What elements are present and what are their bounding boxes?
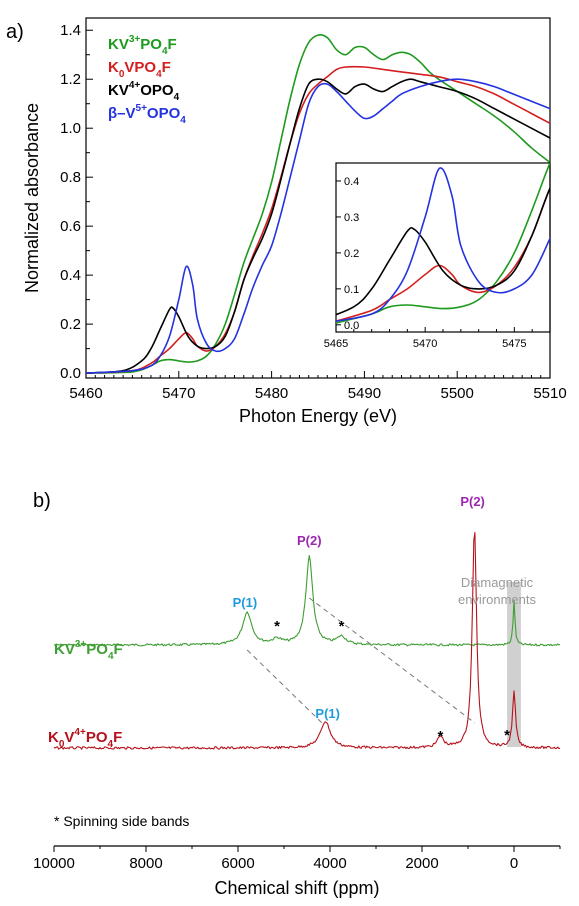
x-axis-label: Chemical shift (ppm) (214, 878, 379, 898)
inset-frame (335, 162, 551, 333)
y-tick-label: 1.2 (60, 71, 81, 88)
inset-y-tick-label: 0.1 (344, 284, 359, 296)
legend-entry: β–V5+OPO4​ (108, 103, 186, 126)
sideband-star: * (437, 728, 443, 745)
x-tick-label: 5500 (441, 385, 474, 402)
x-tick-label: 8000 (129, 855, 162, 872)
x-tick-label: 0 (510, 855, 518, 872)
x-tick-label: 10000 (33, 855, 75, 872)
x-tick-label: 5510 (533, 385, 566, 402)
x-tick-label: 4000 (313, 855, 346, 872)
sideband-star: * (339, 618, 345, 635)
p2-correlation-line (308, 597, 476, 724)
diamagnetic-label-line2: environments (458, 592, 537, 607)
inset-series-line (336, 186, 550, 316)
inset-y-tick-label: 0.3 (344, 212, 359, 224)
series-line (85, 78, 551, 374)
x-tick-label: 2000 (405, 855, 438, 872)
red-p1-label: P(1) (315, 706, 340, 721)
inset-series-line (336, 186, 550, 322)
inset-y-tick-label: 0.4 (344, 176, 359, 188)
p1-correlation-line (246, 649, 324, 725)
diamagnetic-label-line1: Diamagnetic (461, 575, 534, 590)
y-tick-label: 0.4 (60, 267, 81, 284)
x-tick-label: 5490 (348, 385, 381, 402)
inset-y-tick-label: 0.0 (344, 320, 359, 332)
inset-series-line (336, 163, 550, 324)
panel-b-label: b) (33, 490, 51, 512)
x-tick-label: 5470 (162, 385, 195, 402)
sideband-star: * (504, 727, 510, 744)
legend-entry: K0VPO4F (108, 59, 171, 80)
x-tick-label: 5460 (69, 385, 102, 402)
x-tick-label: 5480 (255, 385, 288, 402)
legend-entry: KV4+OPO4​ (108, 80, 180, 103)
x-axis-label: Photon Energy (eV) (239, 406, 397, 426)
nmr-green-label: KV3+PO4F (54, 639, 123, 662)
y-tick-label: 1.0 (60, 120, 81, 137)
xanes-chart: 5460 5470 5480 5490 5500 5510 0.0 0.2 0.4 0.6 0.8 1… (22, 17, 567, 426)
red-p2-label: P(2) (460, 494, 485, 509)
diamagnetic-band (507, 582, 521, 747)
inset-y-tick-label: 0.2 (344, 248, 359, 260)
nmr-green-spectrum (53, 554, 561, 647)
panel-a-label: a) (6, 21, 24, 43)
nmr-chart: 10000 8000 6000 4000 2000 0 Chemical shift (pp… (33, 494, 561, 898)
inset-x-tick-label: 5470 (413, 338, 437, 350)
green-p2-label: P(2) (297, 533, 322, 548)
inset-x-tick-label: 5475 (502, 338, 526, 350)
y-tick-label: 0.0 (60, 365, 81, 382)
nmr-red-label: K0V4+PO4F (48, 727, 122, 750)
x-tick-label: 6000 (221, 855, 254, 872)
series-line (85, 78, 551, 374)
y-axis-label: Normalized absorbance (22, 103, 42, 293)
y-tick-label: 0.6 (60, 218, 81, 235)
inset-x-tick-label: 5465 (324, 338, 348, 350)
y-tick-label: 0.2 (60, 316, 81, 333)
spinning-sidebands-note: * Spinning side bands (54, 813, 189, 829)
y-tick-label: 0.8 (60, 169, 81, 186)
inset-series-line (336, 167, 550, 322)
sideband-star: * (274, 618, 280, 635)
green-p1-label: P(1) (233, 595, 258, 610)
legend-entry: KV3+PO4F (108, 34, 177, 57)
nmr-red-spectrum (53, 532, 561, 750)
y-tick-label: 1.4 (60, 22, 81, 39)
